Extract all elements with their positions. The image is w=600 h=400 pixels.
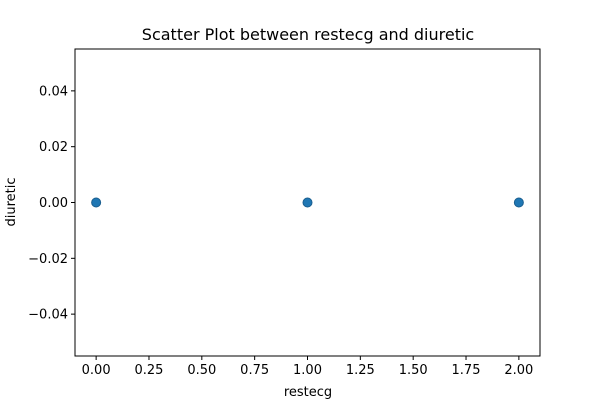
x-tick-label: 0.25 <box>135 363 164 378</box>
chart-title: Scatter Plot between restecg and diureti… <box>142 25 474 44</box>
x-tick-label: 0.75 <box>240 363 269 378</box>
x-axis: 0.00 0.25 0.50 0.75 1.00 1.25 1.50 1.75 2.00 <box>82 356 533 378</box>
x-tick-label: 0.00 <box>82 363 111 378</box>
y-tick-label: 0.02 <box>39 140 68 155</box>
data-point <box>91 197 102 208</box>
y-axis-label: diuretic <box>4 177 19 226</box>
x-tick-label: 1.75 <box>452 363 481 378</box>
x-tick-label: 1.50 <box>399 363 428 378</box>
x-axis-label: restecg <box>284 385 332 400</box>
x-tick-label: 1.00 <box>293 363 322 378</box>
y-tick-label: −0.04 <box>28 308 68 323</box>
data-point <box>302 197 313 208</box>
y-axis: −0.04 −0.02 0.00 0.02 0.04 <box>28 84 75 323</box>
y-tick-label: 0.04 <box>39 84 68 99</box>
x-tick-label: 2.00 <box>504 363 533 378</box>
x-tick-label: 0.50 <box>187 363 216 378</box>
y-tick-label: 0.00 <box>39 196 68 211</box>
x-tick-label: 1.25 <box>346 363 375 378</box>
y-tick-label: −0.02 <box>28 252 68 267</box>
data-point <box>513 197 524 208</box>
data-points <box>91 197 524 208</box>
